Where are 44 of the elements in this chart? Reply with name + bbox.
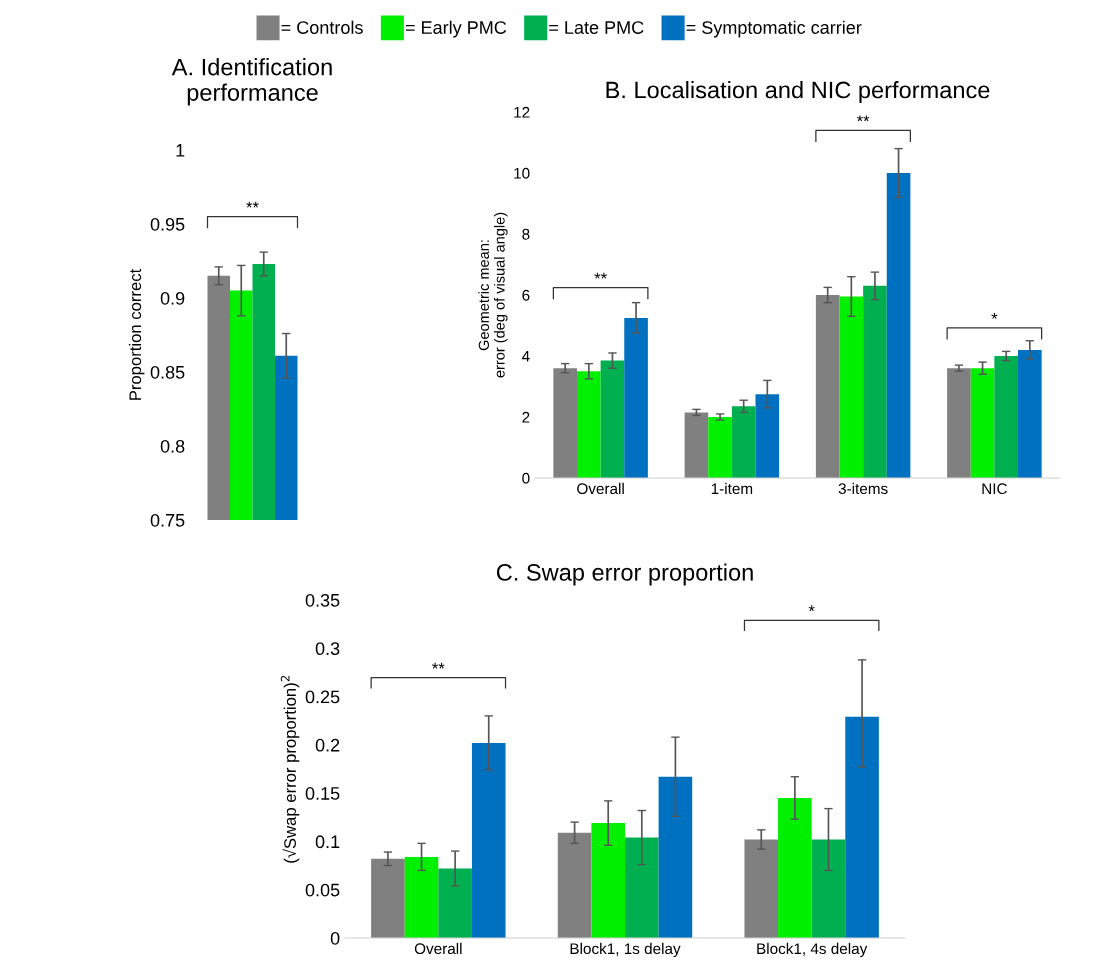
annotation: ** <box>432 662 445 669</box>
y-tick-label: 0 <box>522 472 530 484</box>
x-tick-label: Block1, 1s delay <box>570 942 681 958</box>
y-tick-label: 0.25 <box>305 690 340 704</box>
y-tick-label: 12 <box>514 106 530 118</box>
y-tick-label: 0.95 <box>150 217 185 231</box>
legend-label: = Late PMC <box>549 21 644 34</box>
y-tick-label: 0 <box>330 931 340 945</box>
y-tick-label: 0.35 <box>305 593 340 607</box>
y-tick-label: 2 <box>522 411 530 423</box>
y-tick-label: 0.9 <box>160 291 185 305</box>
y-tick-label: 0.15 <box>305 787 340 800</box>
annotation: * <box>991 313 998 319</box>
y-tick-label: 0.8 <box>160 439 185 453</box>
y-axis-title: Geometric mean: error (deg of visual angle) <box>478 212 508 378</box>
y-tick-label: 0.3 <box>315 642 340 656</box>
annotation: ** <box>856 115 870 122</box>
annotation: * <box>808 605 815 612</box>
legend-label: = Early PMC <box>405 20 507 38</box>
x-tick-label: Block1, 4s delay <box>757 942 868 958</box>
y-tick-label: 0.05 <box>305 883 340 897</box>
y-tick-label: 1 <box>176 144 185 157</box>
y-tick-label: 8 <box>522 228 530 240</box>
annotation: ** <box>246 201 259 208</box>
chart-title: A. Identification performance <box>171 58 332 106</box>
y-tick-label: 10 <box>514 167 530 179</box>
x-tick-label: Overall <box>414 942 462 955</box>
legend-label: = Symptomatic carrier <box>686 20 862 38</box>
y-axis-title: Proportion correct <box>128 268 145 400</box>
x-tick-label: 3-items <box>838 482 888 495</box>
y-tick-label: 0.85 <box>150 365 185 379</box>
y-axis-title: (√Swap error proportion)$^{2}$ <box>280 675 300 863</box>
chart-title: C. Swap error proportion <box>496 563 753 586</box>
y-tick-label: 0.75 <box>150 513 185 527</box>
legend-label: = Controls <box>281 20 363 34</box>
y-tick-label: 0.2 <box>315 738 340 752</box>
y-tick-label: 0.1 <box>315 835 340 849</box>
y-tick-label: 6 <box>522 289 530 301</box>
annotation: ** <box>594 272 607 279</box>
x-tick-label: Overall <box>577 482 624 495</box>
y-tick-label: 4 <box>521 351 530 362</box>
chart-title: B. Localisation and NIC performance <box>606 81 990 104</box>
x-tick-label: NIC <box>982 483 1007 495</box>
x-tick-label: 1-item <box>711 482 753 495</box>
